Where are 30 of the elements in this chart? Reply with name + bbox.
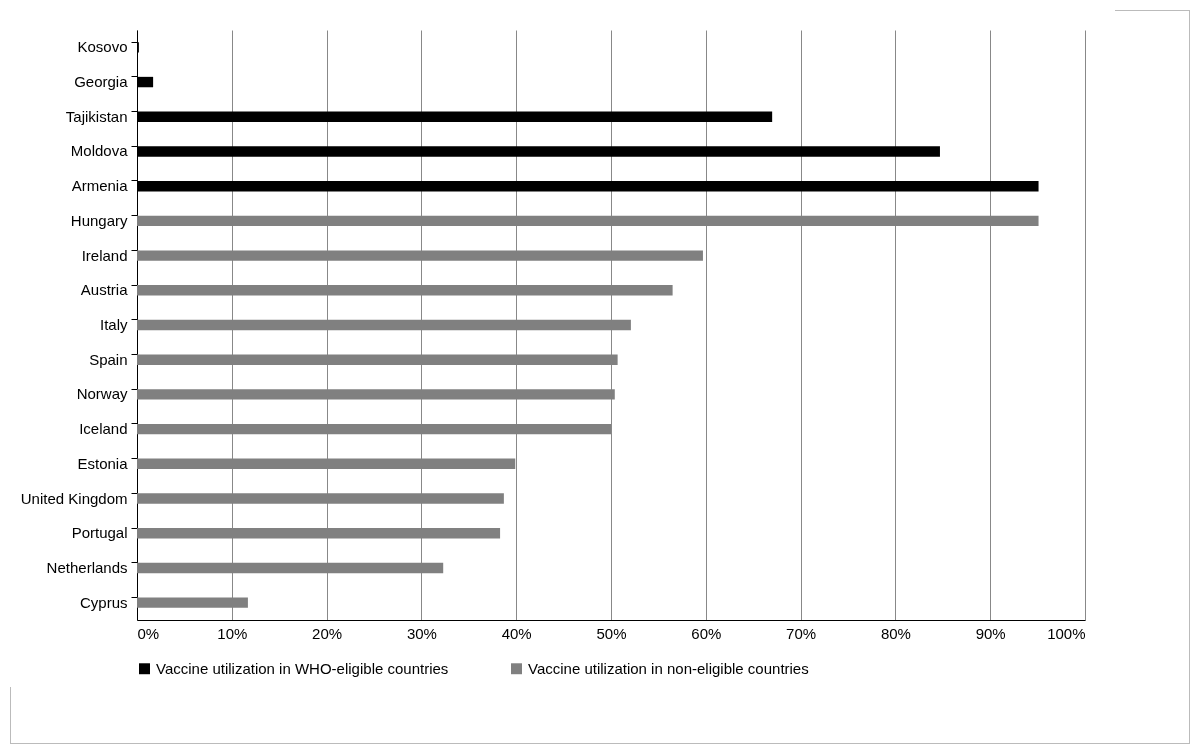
x-tick-label: 0% bbox=[137, 624, 160, 642]
y-tick-label: Armenia bbox=[71, 177, 129, 195]
x-tick-label: 80% bbox=[880, 624, 911, 642]
x-tick-label: 20% bbox=[312, 624, 343, 642]
y-tick-label: Ireland bbox=[81, 246, 128, 264]
x-tick-label: 100% bbox=[1047, 624, 1086, 642]
x-tick-label: 40% bbox=[501, 624, 532, 642]
x-tick-label: 70% bbox=[786, 624, 817, 642]
y-tick-label: Austria bbox=[80, 281, 129, 299]
y-tick-label: Norway bbox=[76, 385, 128, 403]
y-tick-label: Kosovo bbox=[77, 38, 128, 56]
legend-label: Vaccine utilization in non-eligible countries bbox=[528, 659, 809, 677]
y-tick-label: Portugal bbox=[71, 524, 128, 542]
y-tick-label: Hungary bbox=[70, 211, 128, 229]
y-tick-label: Tajikistan bbox=[65, 107, 128, 125]
y-tick-label: Spain bbox=[89, 350, 128, 368]
y-tick-label: Georgia bbox=[74, 73, 129, 91]
x-tick-label: 30% bbox=[406, 624, 437, 642]
y-tick-label: Moldova bbox=[70, 142, 129, 160]
x-tick-label: 90% bbox=[975, 624, 1006, 642]
y-tick-label: Italy bbox=[99, 316, 128, 333]
y-tick-label: United Kingdom bbox=[20, 489, 128, 507]
y-tick-label: Estonia bbox=[77, 454, 129, 472]
y-tick-label: Iceland bbox=[79, 420, 128, 438]
y-tick-label: Netherlands bbox=[46, 558, 128, 576]
x-tick-label: 60% bbox=[691, 624, 722, 642]
x-tick-label: 10% bbox=[217, 624, 248, 642]
y-tick-label: Cyprus bbox=[79, 593, 128, 611]
x-tick-label: 50% bbox=[596, 624, 627, 642]
legend-label: Vaccine utilization in WHO-eligible countries bbox=[156, 659, 449, 677]
